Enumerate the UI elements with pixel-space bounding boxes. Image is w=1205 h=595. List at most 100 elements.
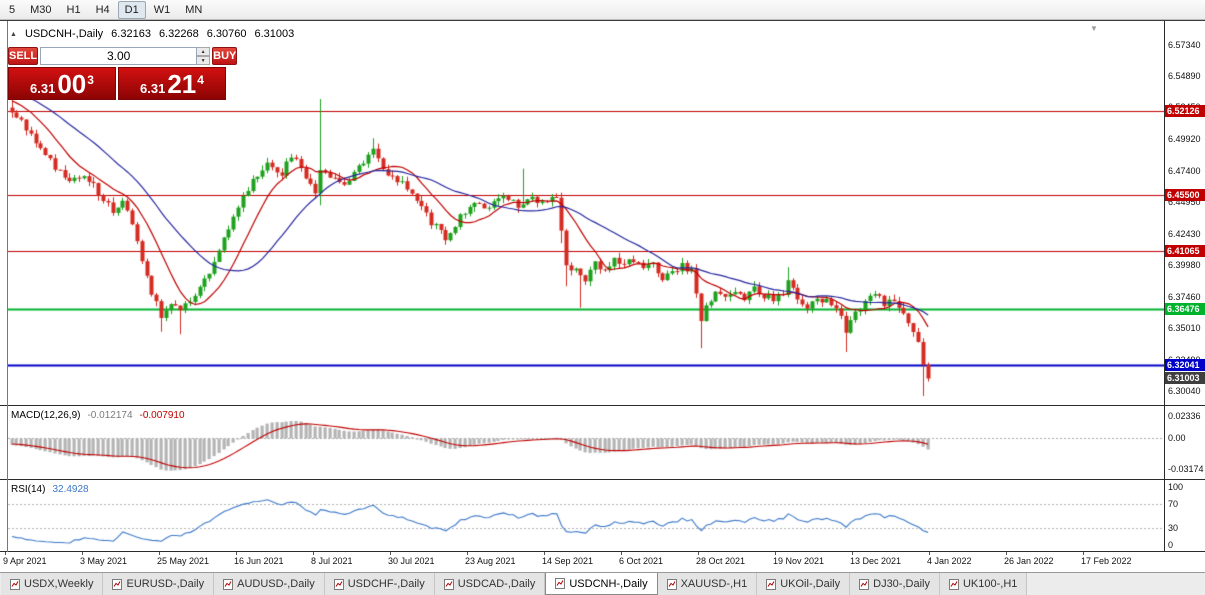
- date-axis-label: 30 Jul 2021: [388, 556, 435, 566]
- macd-axis-tick: 0.02336: [1168, 410, 1201, 421]
- timeframe-button-w1[interactable]: W1: [153, 3, 171, 16]
- macd-signal-value: -0.007910: [139, 410, 185, 421]
- chart-shift-marker[interactable]: ▼: [1090, 24, 1098, 33]
- date-axis-tick: [698, 552, 699, 555]
- timeframe-button-h1[interactable]: H1: [66, 3, 81, 16]
- chart-icon: [766, 578, 777, 590]
- date-axis-label: 14 Sep 2021: [542, 556, 594, 566]
- price-axis-tick: 6.44950: [1168, 197, 1201, 208]
- volume-input[interactable]: [40, 46, 198, 65]
- volume-up-button[interactable]: ▲: [197, 46, 211, 56]
- rsi-value: 32.4928: [52, 484, 89, 495]
- chart-tab-eurusd-daily[interactable]: EURUSD-,Daily: [103, 573, 215, 595]
- chart-left-border: [7, 21, 8, 552]
- buy-price-prefix: 6.31: [140, 81, 166, 96]
- date-axis-tick: [390, 552, 391, 555]
- date-axis-tick: [544, 552, 545, 555]
- chart-icon: [223, 578, 234, 590]
- chart-tab-label: DJ30-,Daily: [873, 578, 930, 590]
- date-axis-tick: [82, 552, 83, 555]
- chart-title: ▲ USDCNH-,Daily 6.32163 6.32268 6.30760 …: [10, 28, 294, 40]
- chart-tab-usdchf-daily[interactable]: USDCHF-,Daily: [324, 573, 435, 595]
- macd-indicator-canvas[interactable]: [8, 407, 1164, 479]
- current-price-badge: 6.31003: [1165, 372, 1205, 385]
- chart-icon: [112, 578, 123, 590]
- timeframe-button-h4[interactable]: H4: [95, 3, 110, 16]
- chart-tab-usdx-weekly[interactable]: USDX,Weekly: [1, 573, 104, 595]
- panel-separator[interactable]: [0, 405, 1205, 406]
- date-axis-label: 13 Dec 2021: [850, 556, 902, 566]
- sell-button[interactable]: SELL: [8, 46, 39, 65]
- price-level-badge: 6.41065: [1165, 245, 1205, 258]
- buy-button[interactable]: BUY: [212, 46, 238, 65]
- rsi-header: RSI(14) 32.4928: [11, 484, 89, 495]
- chart-tab-label: USDX,Weekly: [24, 578, 94, 590]
- date-axis-tick: [159, 552, 160, 555]
- quote-high: 6.32268: [158, 28, 199, 40]
- rsi-axis-tick: 30: [1168, 522, 1179, 533]
- chart-icon: [443, 578, 454, 590]
- date-axis-tick: [929, 552, 930, 555]
- price-level-badge: 6.32041: [1165, 359, 1205, 372]
- price-axis-tick: 6.37460: [1168, 291, 1201, 302]
- volume-down-button[interactable]: ▼: [197, 55, 211, 65]
- volume-spinner: ▲ ▼: [197, 46, 211, 65]
- date-axis-tick: [313, 552, 314, 555]
- timeframe-button-mn[interactable]: MN: [185, 3, 203, 16]
- date-axis-tick: [621, 552, 622, 555]
- chart-tab-usdcad-daily[interactable]: USDCAD-,Daily: [434, 573, 546, 595]
- sell-price-prefix: 6.31: [30, 81, 56, 96]
- timeframe-button-5[interactable]: 5: [9, 3, 16, 16]
- date-axis-tick: [5, 552, 6, 555]
- chart-tab-uk100-h1[interactable]: UK100-,H1: [939, 573, 1028, 595]
- macd-header: MACD(12,26,9) -0.012174 -0.007910: [11, 410, 185, 421]
- rsi-label: RSI(14): [11, 484, 46, 495]
- timeframe-button-m30[interactable]: M30: [30, 3, 52, 16]
- chart-tab-label: USDCHF-,Daily: [347, 578, 425, 590]
- chart-icon: [859, 578, 870, 590]
- buy-price-display[interactable]: 6.31 21 4: [118, 67, 226, 100]
- chart-tab-label: XAUUSD-,H1: [680, 578, 748, 590]
- date-axis-tick: [852, 552, 853, 555]
- chart-tab-ukoil-daily[interactable]: UKOil-,Daily: [757, 573, 851, 595]
- date-axis-label: 26 Jan 2022: [1004, 556, 1054, 566]
- timeframe-toolbar: 5 M30 H1 H4 D1 W1 MN: [0, 0, 1205, 20]
- chart-tab-label: UKOil-,Daily: [780, 578, 841, 590]
- chart-tab-dj30-daily[interactable]: DJ30-,Daily: [850, 573, 940, 595]
- macd-axis-tick: -0.03174: [1168, 464, 1204, 475]
- date-axis-label: 23 Aug 2021: [465, 556, 516, 566]
- volume-control: ▲ ▼: [40, 46, 211, 65]
- price-level-badge: 6.36476: [1165, 303, 1205, 316]
- chart-tab-audusd-daily[interactable]: AUDUSD-,Daily: [214, 573, 325, 595]
- chart-tab-label: AUDUSD-,Daily: [237, 578, 315, 590]
- price-axis-tick: 6.54890: [1168, 71, 1201, 82]
- buy-price-pip-fraction: 4: [197, 73, 204, 87]
- quote-close: 6.31003: [254, 28, 295, 40]
- rsi-axis-tick: 0: [1168, 540, 1174, 550]
- date-axis-tick: [236, 552, 237, 555]
- chart-tab-usdcnh-daily[interactable]: USDCNH-,Daily: [545, 573, 658, 595]
- chart-icon: [10, 578, 20, 590]
- date-axis-label: 3 May 2021: [80, 556, 128, 566]
- panel-separator[interactable]: [0, 479, 1205, 480]
- oct-collapse-icon[interactable]: ▲: [10, 30, 17, 38]
- chart-tab-label: USDCNH-,Daily: [569, 577, 648, 590]
- sell-price-pip-fraction: 3: [87, 73, 94, 87]
- rsi-axis-tick: 70: [1168, 499, 1179, 510]
- panel-separator[interactable]: [0, 551, 1205, 552]
- date-axis-tick: [1006, 552, 1007, 555]
- sell-price-display[interactable]: 6.31 00 3: [8, 67, 116, 100]
- date-axis-label: 25 May 2021: [157, 556, 210, 566]
- chart-tab-xauusd-h1[interactable]: XAUUSD-,H1: [657, 573, 758, 595]
- price-axis-tick: 6.57340: [1168, 40, 1201, 51]
- rsi-indicator-canvas[interactable]: [8, 481, 1164, 551]
- price-axis-tick: 6.49920: [1168, 134, 1201, 145]
- date-axis-tick: [775, 552, 776, 555]
- timeframe-button-d1[interactable]: D1: [117, 0, 146, 19]
- date-axis-label: 16 Jun 2021: [234, 556, 284, 566]
- date-axis-label: 6 Oct 2021: [619, 556, 664, 566]
- date-axis-label: 9 Apr 2021: [3, 556, 47, 566]
- date-axis-label: 4 Jan 2022: [927, 556, 972, 566]
- date-axis-label: 17 Feb 2022: [1081, 556, 1132, 566]
- price-axis-divider: [1164, 21, 1165, 552]
